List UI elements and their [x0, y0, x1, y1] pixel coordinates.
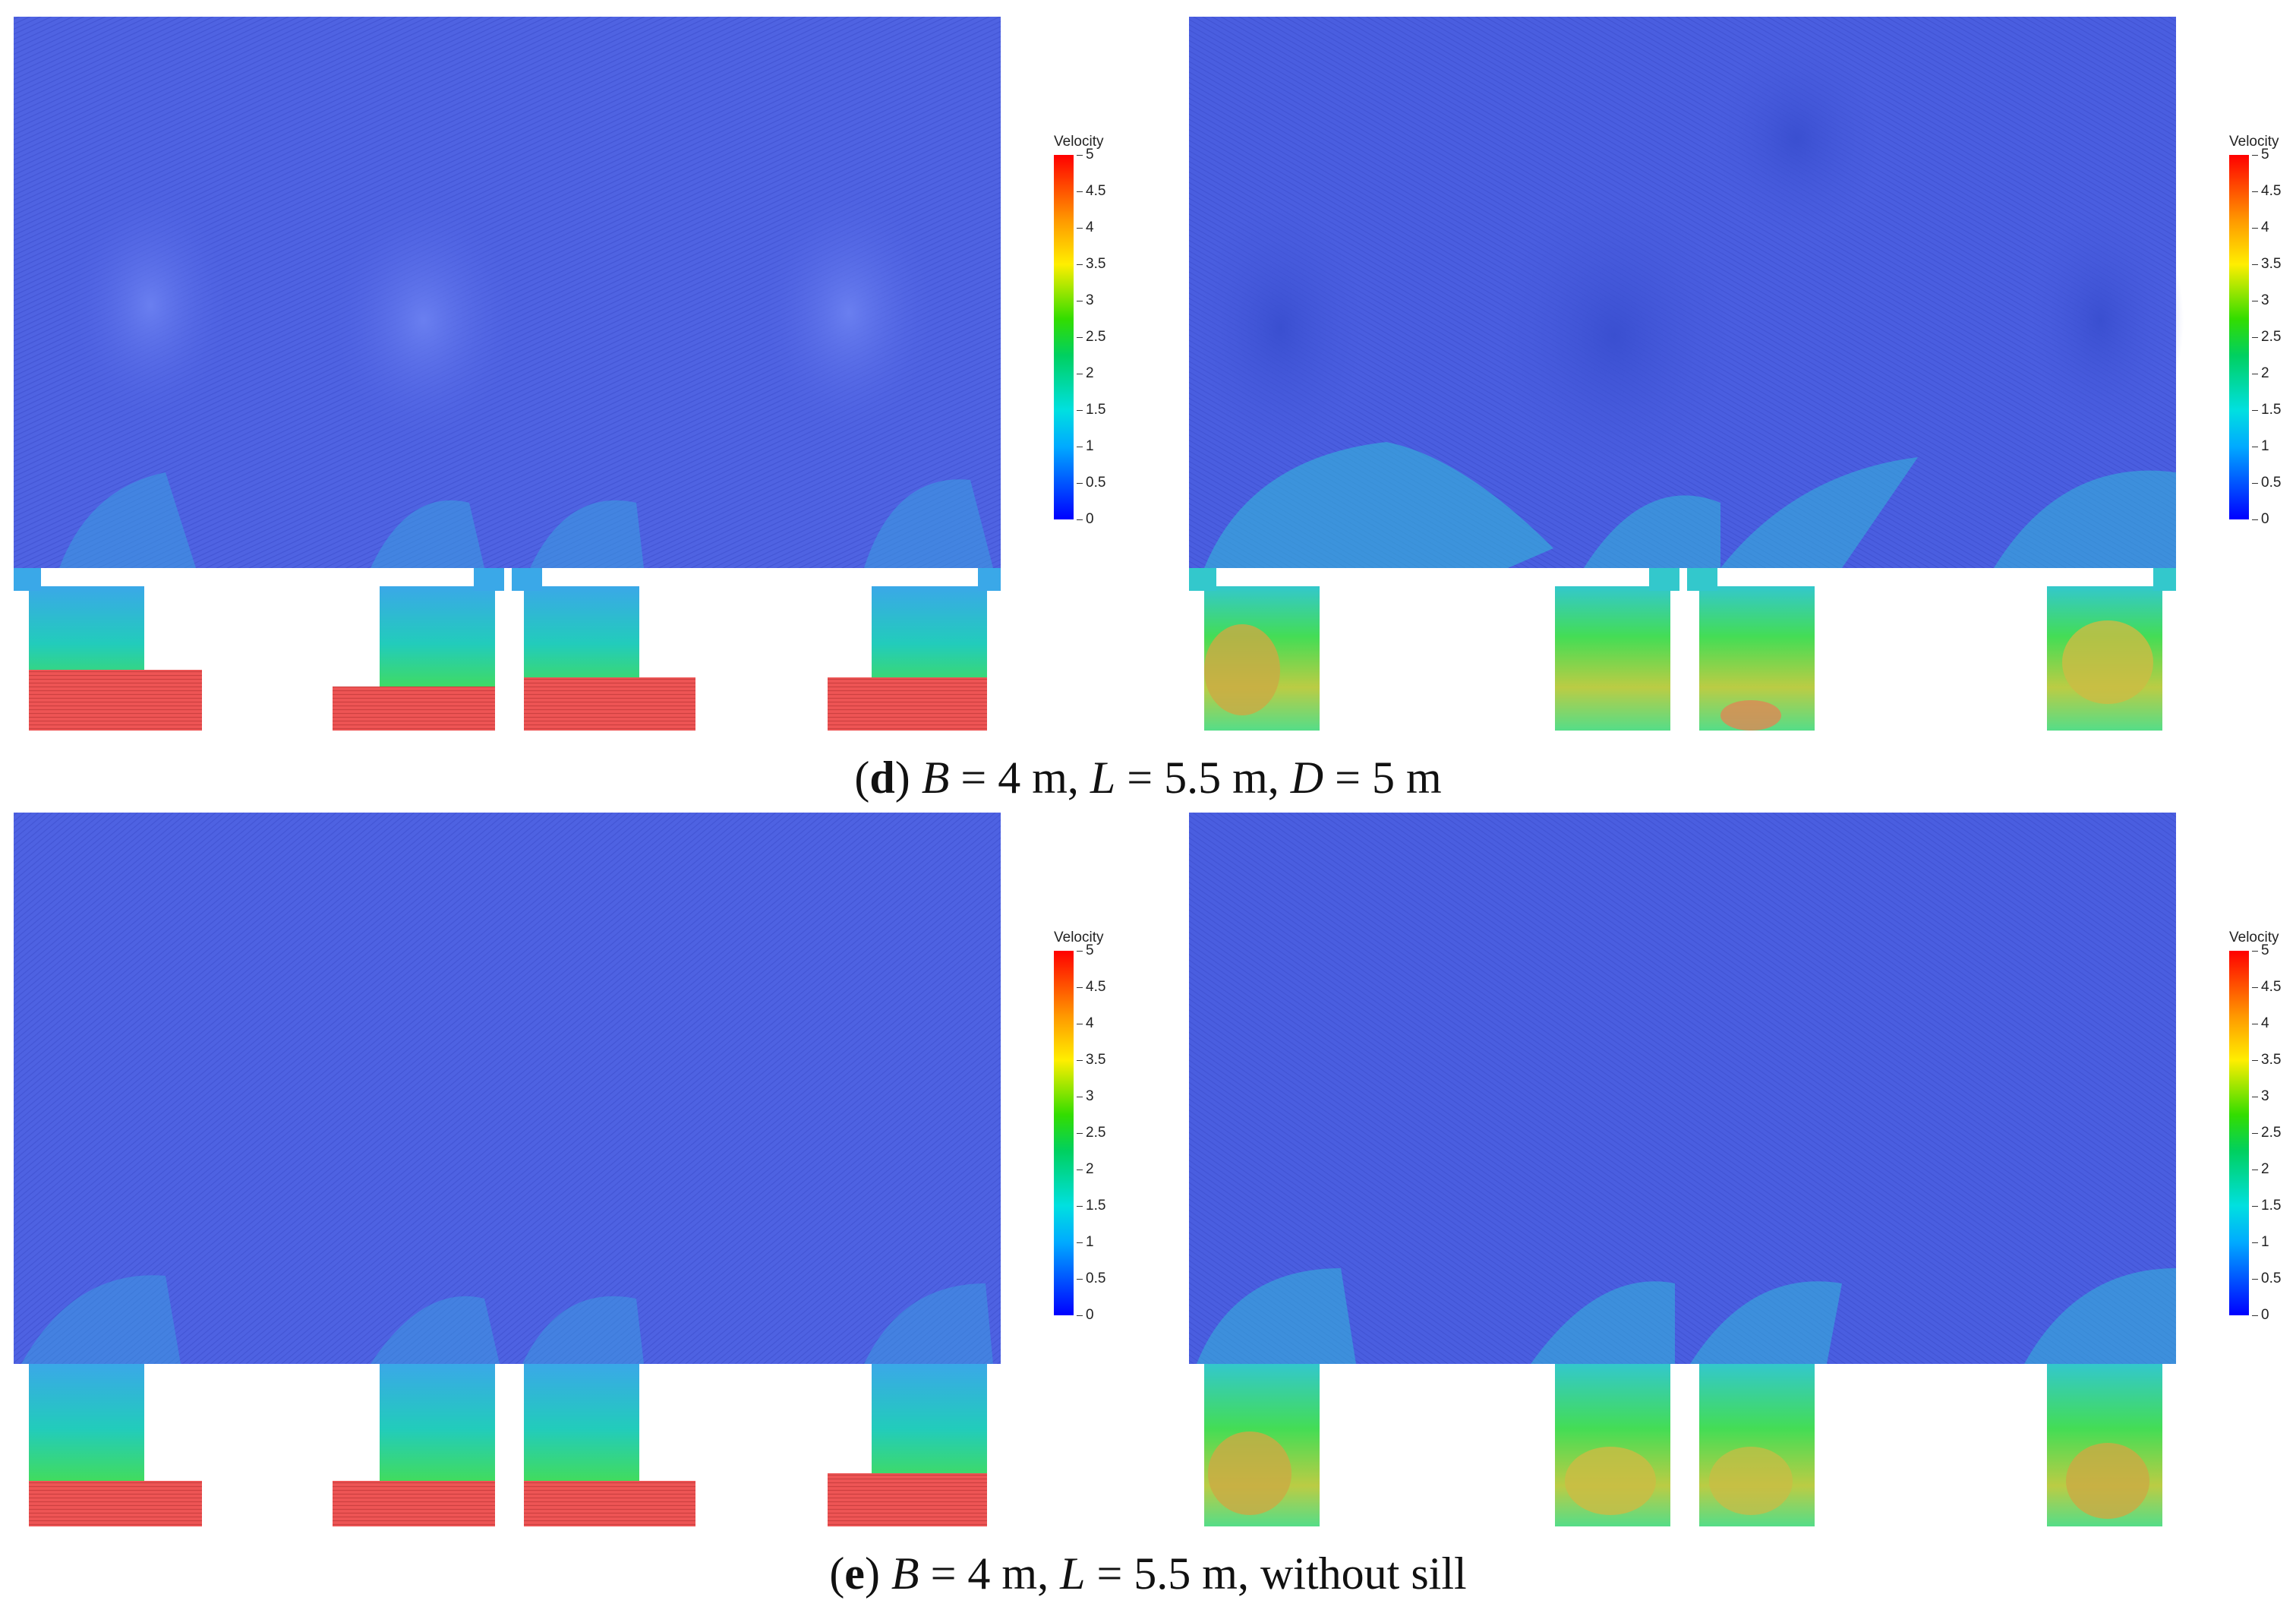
colorbar-tick	[1077, 337, 1083, 338]
caption-e: (e) B = 4 m, L = 5.5 m, without sill	[829, 1548, 1467, 1599]
colorbar-tick-label: 1	[1086, 438, 1094, 454]
colorbar-tick	[2252, 1133, 2258, 1134]
colorbar-gradient	[2229, 951, 2249, 1315]
colorbar-tick-label: 3.5	[2261, 1052, 2282, 1068]
colorbar-tick-label: 4.5	[2261, 979, 2282, 995]
colorbar-title: Velocity	[2229, 930, 2279, 945]
colorbar-title: Velocity	[1054, 930, 1104, 945]
colorbar-tick-label: 4.5	[1086, 183, 1106, 199]
colorbar-tick	[2252, 264, 2258, 265]
flow-field-e-left	[14, 813, 1001, 1526]
colorbar-tick	[1077, 1279, 1083, 1280]
colorbar-tick-label: 0.5	[1086, 475, 1106, 491]
colorbar-tick-label: 3.5	[1086, 256, 1106, 272]
colorbar-tick-label: 2.5	[2261, 1125, 2282, 1141]
colorbar-e-left: Velocity 5 4.5 4 3.5 3 2.5 2 1.5 1 0.5 0	[1054, 930, 1145, 1355]
colorbar-tick	[2252, 987, 2258, 988]
colorbar-tick-label: 1.5	[1086, 402, 1106, 418]
colorbar-tick	[2252, 1279, 2258, 1280]
colorbar-tick-label: 3	[2261, 1088, 2269, 1104]
colorbar-tick-label: 2.5	[2261, 329, 2282, 345]
colorbar-tick-label: 1.5	[1086, 1198, 1106, 1214]
colorbar-gradient	[1054, 155, 1074, 519]
colorbar-tick-label: 0	[1086, 1307, 1094, 1323]
colorbar-tick-label: 4	[1086, 1015, 1094, 1031]
colorbar-tick-label: 0.5	[1086, 1271, 1106, 1286]
colorbar-tick	[1077, 191, 1083, 192]
flow-field-d-right	[1189, 17, 2184, 731]
colorbar-tick	[2252, 483, 2258, 484]
colorbar-d-left: Velocity 5 4.5 4 3.5 3 2.5 2 1.5 1 0.5 0	[1054, 134, 1145, 559]
panel-d-left	[14, 17, 1017, 731]
colorbar-tick	[1077, 228, 1083, 229]
colorbar-tick-label: 0.5	[2261, 475, 2282, 491]
colorbar-tick-label: 1	[2261, 438, 2269, 454]
colorbar-tick	[1077, 951, 1083, 952]
panel-e-right	[1189, 813, 2193, 1526]
flow-field-e-right	[1189, 813, 2176, 1526]
colorbar-tick-label: 1	[1086, 1234, 1094, 1250]
colorbar-tick-label: 3.5	[1086, 1052, 1106, 1068]
colorbar-tick	[1077, 987, 1083, 988]
colorbar-tick-label: 3	[2261, 292, 2269, 308]
colorbar-tick-label: 0	[2261, 1307, 2269, 1323]
colorbar-tick	[1077, 1060, 1083, 1061]
colorbar-tick	[2252, 1060, 2258, 1061]
colorbar-tick-label: 5	[2261, 942, 2269, 958]
colorbar-tick-label: 2	[1086, 1161, 1094, 1177]
colorbar-tick	[2252, 1206, 2258, 1207]
colorbar-tick-label: 0	[2261, 511, 2269, 527]
panel-e-left	[14, 813, 1017, 1526]
colorbar-tick	[1077, 155, 1083, 156]
colorbar-tick	[2252, 951, 2258, 952]
channel	[1555, 586, 1670, 731]
colorbar-tick	[1077, 1206, 1083, 1207]
colorbar-tick-label: 2	[2261, 1161, 2269, 1177]
colorbar-tick	[1077, 1315, 1083, 1316]
colorbar-tick-label: 1	[2261, 1234, 2269, 1250]
colorbar-gradient	[2229, 155, 2249, 519]
colorbar-tick	[2252, 155, 2258, 156]
colorbar-tick	[2252, 191, 2258, 192]
colorbar-tick	[1077, 519, 1083, 520]
colorbar-tick-label: 5	[1086, 147, 1094, 163]
colorbar-tick-label: 2.5	[1086, 1125, 1106, 1141]
colorbar-tick-label: 4	[1086, 219, 1094, 235]
colorbar-tick-label: 4	[2261, 1015, 2269, 1031]
colorbar-tick	[2252, 1315, 2258, 1316]
colorbar-tick-label: 4.5	[1086, 979, 1106, 995]
colorbar-tick-label: 4	[2261, 219, 2269, 235]
colorbar-tick-label: 5	[2261, 147, 2269, 163]
colorbar-tick-label: 0.5	[2261, 1271, 2282, 1286]
colorbar-e-right: Velocity 5 4.5 4 3.5 3 2.5 2 1.5 1 0.5 0	[2229, 930, 2296, 1355]
colorbar-tick-label: 2.5	[1086, 329, 1106, 345]
colorbar-tick-label: 5	[1086, 942, 1094, 958]
colorbar-tick-label: 3.5	[2261, 256, 2282, 272]
colorbar-tick	[1077, 1242, 1083, 1243]
colorbar-title: Velocity	[2229, 134, 2279, 150]
panel-d-right	[1189, 17, 2193, 731]
colorbar-tick	[1077, 483, 1083, 484]
colorbar-gradient	[1054, 951, 1074, 1315]
colorbar-tick	[1077, 410, 1083, 411]
colorbar-tick	[1077, 264, 1083, 265]
colorbar-tick-label: 2	[1086, 365, 1094, 381]
colorbar-tick-label: 0	[1086, 511, 1094, 527]
colorbar-tick-label: 4.5	[2261, 183, 2282, 199]
colorbar-tick	[2252, 337, 2258, 338]
caption-d: (d) B = 4 m, L = 5.5 m, D = 5 m	[854, 753, 1442, 803]
colorbar-tick	[2252, 519, 2258, 520]
colorbar-title: Velocity	[1054, 134, 1104, 150]
colorbar-tick	[2252, 1242, 2258, 1243]
colorbar-tick-label: 2	[2261, 365, 2269, 381]
flow-field-d-left	[14, 17, 1001, 731]
colorbar-tick-label: 1.5	[2261, 402, 2282, 418]
colorbar-tick	[1077, 1133, 1083, 1134]
colorbar-d-right: Velocity 5 4.5 4 3.5 3 2.5 2 1.5 1 0.5 0	[2229, 134, 2296, 559]
colorbar-tick	[2252, 410, 2258, 411]
colorbar-tick-label: 1.5	[2261, 1198, 2282, 1214]
colorbar-tick	[2252, 228, 2258, 229]
colorbar-tick-label: 3	[1086, 1088, 1094, 1104]
colorbar-tick-label: 3	[1086, 292, 1094, 308]
